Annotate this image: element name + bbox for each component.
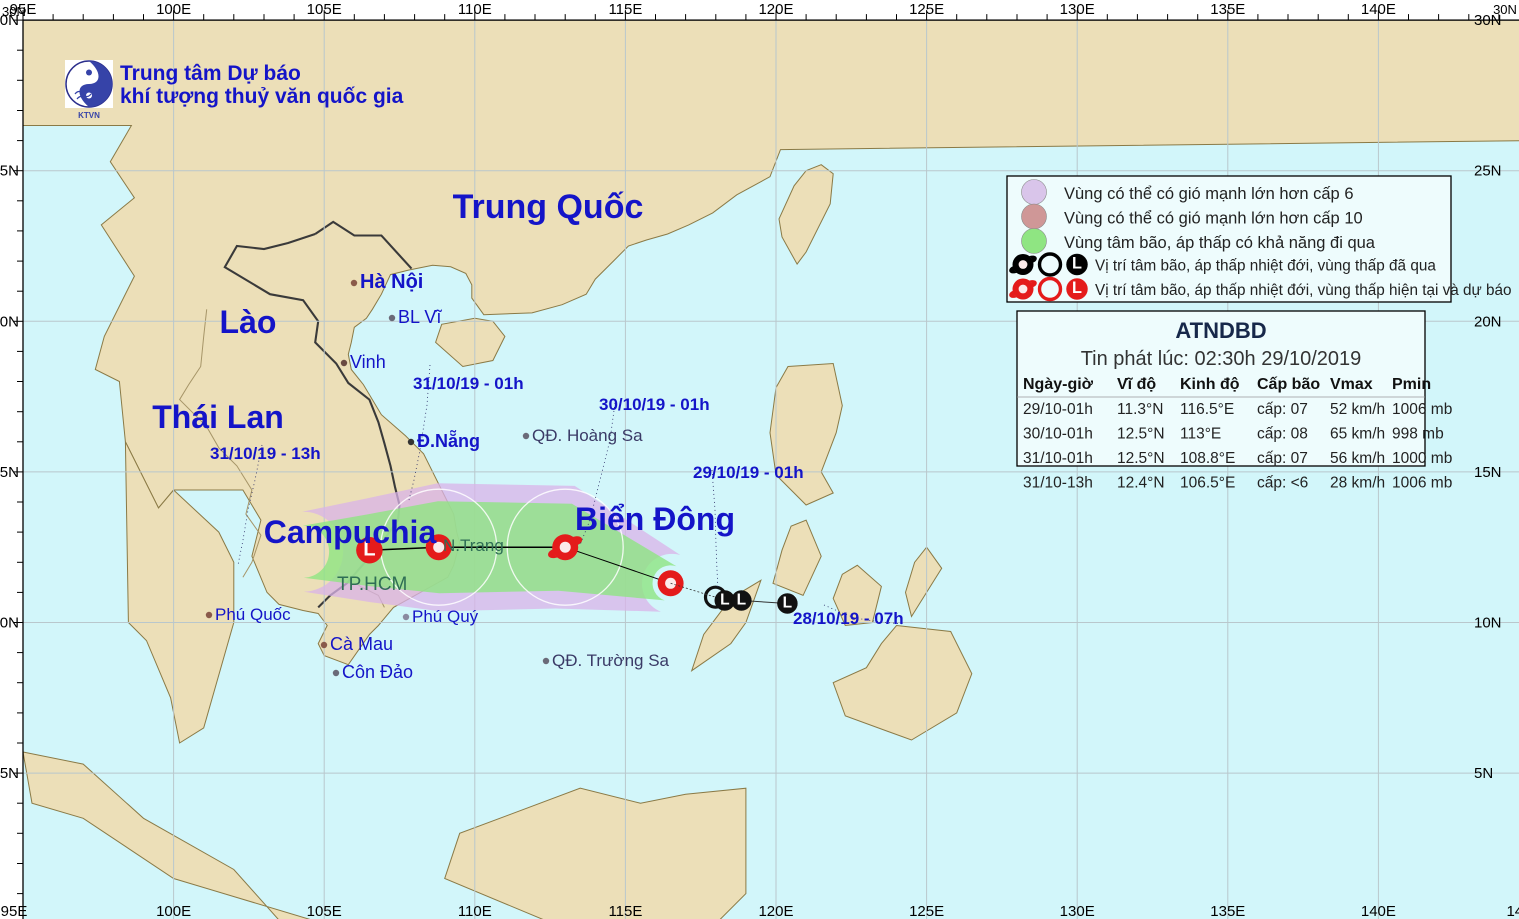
svg-text:Phú Quý: Phú Quý	[412, 607, 479, 626]
svg-text:12.4°N: 12.4°N	[1117, 475, 1165, 492]
svg-text:95E: 95E	[1, 903, 28, 919]
svg-text:65 km/h: 65 km/h	[1330, 426, 1385, 443]
svg-text:20N: 20N	[0, 313, 19, 330]
svg-text:1000 mb: 1000 mb	[1392, 450, 1452, 467]
svg-text:125E: 125E	[909, 1, 944, 18]
svg-text:Ngày-giờ: Ngày-giờ	[1023, 376, 1094, 393]
svg-text:20N: 20N	[1474, 313, 1502, 330]
svg-text:29/10-01h: 29/10-01h	[1023, 401, 1093, 418]
svg-text:L: L	[720, 592, 729, 609]
svg-text:100E: 100E	[156, 1, 191, 18]
svg-text:Đ.Nẵng: Đ.Nẵng	[417, 429, 480, 451]
svg-text:Phú Quốc: Phú Quốc	[215, 605, 291, 624]
svg-text:10N: 10N	[0, 615, 19, 632]
svg-text:113°E: 113°E	[1180, 426, 1221, 443]
svg-text:Vị trí tâm bão, áp thấp nhiệt: Vị trí tâm bão, áp thấp nhiệt đới, vùng …	[1095, 282, 1512, 299]
svg-text:31/10/19 - 13h: 31/10/19 - 13h	[210, 444, 321, 463]
svg-text:Biển Đông: Biển Đông	[575, 501, 735, 537]
svg-text:30N: 30N	[1474, 12, 1502, 29]
svg-text:15N: 15N	[0, 464, 19, 481]
svg-text:L: L	[1072, 255, 1082, 273]
svg-text:10N: 10N	[1474, 615, 1502, 632]
svg-text:31/10-13h: 31/10-13h	[1023, 475, 1093, 492]
svg-text:12.5°N: 12.5°N	[1117, 450, 1165, 467]
svg-text:120E: 120E	[758, 903, 793, 919]
svg-text:L: L	[1072, 279, 1082, 297]
svg-text:998 mb: 998 mb	[1392, 426, 1444, 443]
svg-text:Tin phát lúc: 02:30h 29/10/201: Tin phát lúc: 02:30h 29/10/2019	[1081, 348, 1362, 370]
svg-text:1006 mb: 1006 mb	[1392, 401, 1452, 418]
svg-text:125E: 125E	[909, 903, 944, 919]
svg-text:15N: 15N	[1474, 464, 1502, 481]
svg-text:135E: 135E	[1210, 1, 1245, 18]
svg-text:khí tượng thuỷ văn quốc gia: khí tượng thuỷ văn quốc gia	[120, 85, 404, 108]
svg-text:Vùng có thể có gió mạnh lớn hơ: Vùng có thể có gió mạnh lớn hơn cấp 6	[1064, 185, 1354, 203]
svg-text:TP.HCM: TP.HCM	[337, 574, 407, 595]
svg-text:Pmin: Pmin	[1392, 376, 1431, 393]
svg-text:25N: 25N	[1474, 163, 1502, 180]
svg-text:140E: 140E	[1361, 903, 1396, 919]
svg-text:140E: 140E	[1361, 1, 1396, 18]
svg-text:N.Trang: N.Trang	[443, 536, 504, 555]
svg-text:100E: 100E	[156, 903, 191, 919]
svg-text:130E: 130E	[1060, 903, 1095, 919]
svg-text:L: L	[783, 595, 792, 612]
svg-text:12.5°N: 12.5°N	[1117, 426, 1165, 443]
svg-text:Côn Đảo: Côn Đảo	[342, 662, 413, 682]
svg-text:52 km/h: 52 km/h	[1330, 401, 1385, 418]
svg-text:105E: 105E	[307, 903, 342, 919]
svg-text:Vị trí tâm bão, áp thấp nhiệt: Vị trí tâm bão, áp thấp nhiệt đới, vùng …	[1095, 258, 1436, 275]
svg-text:KTVN: KTVN	[78, 111, 100, 120]
svg-text:145E: 145E	[1506, 903, 1519, 919]
svg-text:5N: 5N	[0, 765, 19, 782]
svg-text:Kinh độ: Kinh độ	[1180, 376, 1240, 393]
svg-text:QĐ. Hoàng Sa: QĐ. Hoàng Sa	[532, 426, 643, 445]
svg-text:cấp: <6: cấp: <6	[1257, 475, 1308, 492]
svg-text:11.3°N: 11.3°N	[1117, 401, 1163, 418]
svg-text:30N: 30N	[0, 12, 19, 29]
svg-text:56 km/h: 56 km/h	[1330, 450, 1385, 467]
svg-text:cấp: 08: cấp: 08	[1257, 426, 1308, 443]
svg-text:30/10-01h: 30/10-01h	[1023, 426, 1093, 443]
svg-text:Vmax: Vmax	[1330, 376, 1373, 393]
svg-text:31/10-01h: 31/10-01h	[1023, 450, 1093, 467]
svg-text:115E: 115E	[608, 903, 642, 919]
svg-text:L: L	[737, 592, 746, 609]
svg-text:Trung tâm Dự báo: Trung tâm Dự báo	[120, 62, 301, 85]
svg-text:28/10/19 - 07h: 28/10/19 - 07h	[793, 609, 904, 628]
svg-text:Campuchia: Campuchia	[264, 514, 437, 550]
svg-text:106.5°E: 106.5°E	[1180, 475, 1235, 492]
svg-text:105E: 105E	[307, 1, 342, 18]
svg-text:ATNDBD: ATNDBD	[1175, 318, 1266, 343]
svg-text:cấp: 07: cấp: 07	[1257, 401, 1308, 418]
svg-text:110E: 110E	[458, 903, 492, 919]
svg-text:Lào: Lào	[220, 304, 277, 340]
svg-text:BL Vĩ: BL Vĩ	[398, 307, 442, 327]
svg-text:115E: 115E	[608, 1, 642, 18]
svg-text:1006 mb: 1006 mb	[1392, 475, 1452, 492]
svg-text:Vĩ độ: Vĩ độ	[1117, 376, 1156, 393]
svg-text:cấp: 07: cấp: 07	[1257, 450, 1308, 467]
svg-text:Hà Nội: Hà Nội	[360, 271, 423, 293]
svg-text:5N: 5N	[1474, 765, 1493, 782]
svg-text:Cà Mau: Cà Mau	[330, 634, 393, 654]
svg-text:116.5°E: 116.5°E	[1180, 401, 1234, 418]
svg-text:Trung Quốc: Trung Quốc	[453, 188, 644, 226]
svg-text:Vinh: Vinh	[350, 352, 386, 372]
svg-text:Vùng có thể có gió mạnh lớn hơ: Vùng có thể có gió mạnh lớn hơn cấp 10	[1064, 210, 1363, 228]
svg-text:120E: 120E	[758, 1, 793, 18]
svg-text:110E: 110E	[458, 1, 492, 18]
svg-text:25N: 25N	[0, 163, 19, 180]
svg-text:QĐ. Trường Sa: QĐ. Trường Sa	[552, 651, 670, 670]
svg-text:29/10/19 - 01h: 29/10/19 - 01h	[693, 463, 804, 482]
svg-text:130E: 130E	[1060, 1, 1095, 18]
svg-text:28 km/h: 28 km/h	[1330, 475, 1385, 492]
svg-text:Vùng tâm bão, áp thấp có khả n: Vùng tâm bão, áp thấp có khả năng đi qua	[1064, 234, 1376, 252]
svg-text:108.8°E: 108.8°E	[1180, 450, 1235, 467]
svg-text:Cấp bão: Cấp bão	[1257, 376, 1320, 393]
svg-text:135E: 135E	[1210, 903, 1245, 919]
svg-text:Thái Lan: Thái Lan	[152, 399, 284, 435]
svg-text:30/10/19 - 01h: 30/10/19 - 01h	[599, 395, 710, 414]
svg-text:31/10/19 - 01h: 31/10/19 - 01h	[413, 374, 524, 393]
